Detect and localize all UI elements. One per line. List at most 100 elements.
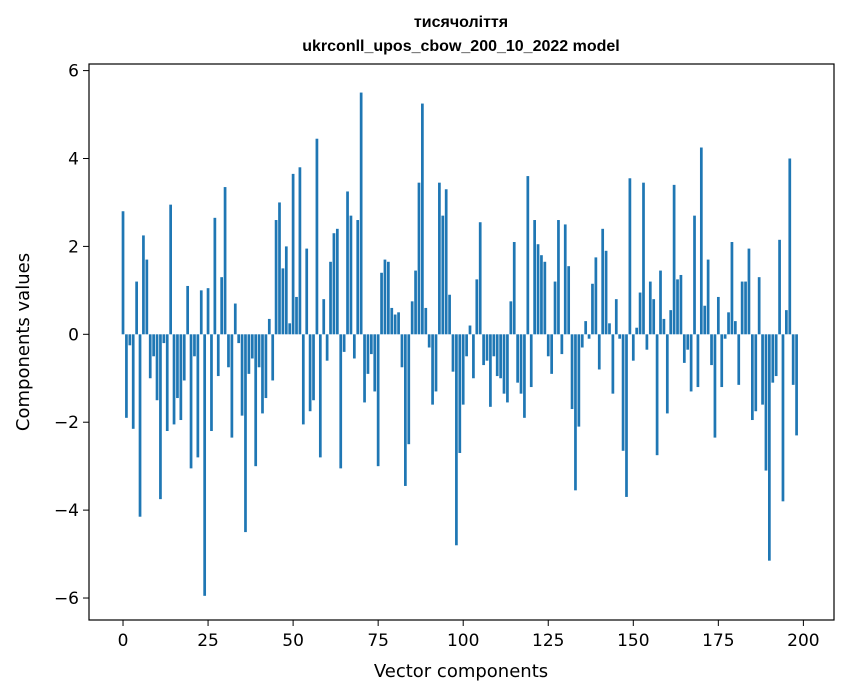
bar — [349, 215, 353, 335]
bar — [131, 334, 135, 429]
bar — [502, 334, 506, 394]
bar — [682, 334, 686, 363]
bar — [516, 334, 519, 383]
bar — [203, 334, 207, 596]
bar — [271, 334, 275, 381]
bar — [648, 281, 652, 335]
bar — [482, 334, 485, 366]
bar — [199, 290, 203, 335]
bar — [407, 334, 411, 445]
bar — [206, 288, 210, 335]
bar — [672, 184, 676, 335]
bar — [584, 321, 588, 335]
bar — [369, 334, 373, 355]
bar — [233, 303, 237, 335]
bar — [281, 268, 285, 335]
bar — [536, 244, 540, 335]
x-tick-label: 175 — [702, 631, 734, 651]
bar — [216, 334, 220, 377]
bar — [390, 307, 394, 335]
bar — [448, 294, 451, 335]
bar — [366, 334, 370, 374]
chart-title-line-2: ukrconll_upos_cbow_200_10_2022 model — [302, 38, 619, 55]
x-tick-label: 125 — [532, 631, 564, 651]
bar — [125, 334, 128, 418]
bar — [148, 334, 152, 379]
bar — [689, 334, 693, 392]
bar — [594, 257, 598, 335]
x-axis-label: Vector components — [374, 661, 548, 682]
bar — [713, 334, 717, 438]
bar — [318, 334, 322, 458]
bar — [291, 173, 295, 335]
bar — [781, 334, 785, 502]
bar — [155, 334, 159, 401]
bar — [278, 202, 281, 335]
bar — [740, 281, 744, 335]
bar — [264, 334, 268, 399]
bar — [274, 220, 278, 335]
x-tick-label: 150 — [617, 631, 649, 651]
bar — [733, 321, 737, 335]
bar — [444, 189, 448, 335]
bar — [247, 334, 251, 374]
bar — [165, 334, 169, 432]
y-tick-label: −6 — [54, 589, 79, 609]
bar — [451, 334, 455, 372]
bar — [250, 334, 254, 359]
bar — [723, 334, 727, 339]
bar — [346, 191, 349, 335]
bar — [284, 246, 288, 335]
bar — [431, 334, 434, 405]
bar — [182, 334, 186, 381]
bar — [240, 334, 244, 416]
x-tick-label: 25 — [197, 631, 219, 651]
bar — [774, 334, 778, 377]
bar — [339, 334, 343, 469]
bar — [128, 334, 132, 346]
bar — [196, 334, 200, 458]
bar — [754, 334, 758, 412]
bar — [526, 176, 530, 335]
y-tick-label: 6 — [68, 62, 79, 82]
bar — [169, 204, 172, 335]
bar — [611, 334, 615, 394]
bar — [652, 299, 656, 335]
bar — [244, 334, 247, 533]
bar — [383, 259, 387, 335]
bar — [342, 334, 346, 352]
bar — [359, 92, 363, 335]
bar — [795, 334, 798, 436]
bar — [597, 334, 601, 370]
bar — [662, 318, 666, 335]
bar — [363, 334, 366, 403]
bar — [162, 334, 166, 344]
bar — [305, 248, 309, 335]
y-tick-label: −4 — [54, 501, 79, 521]
bar — [580, 334, 584, 348]
bar — [468, 325, 472, 335]
bar — [587, 334, 591, 339]
bar — [696, 334, 700, 388]
bar — [716, 296, 720, 335]
bar — [553, 281, 557, 335]
bar — [145, 259, 149, 335]
bar — [295, 296, 298, 335]
y-axis-label: Components values — [13, 253, 34, 431]
bar — [152, 334, 155, 357]
bar — [288, 323, 292, 335]
bar — [301, 334, 305, 425]
bar — [455, 334, 458, 546]
bar — [608, 323, 611, 335]
bar — [679, 274, 683, 335]
bar — [421, 103, 424, 335]
bar — [665, 334, 669, 414]
bar — [720, 334, 724, 388]
bar — [424, 307, 428, 335]
bar — [625, 334, 628, 497]
bar — [686, 334, 690, 350]
bar — [376, 334, 380, 467]
bar — [492, 334, 496, 357]
bar — [659, 270, 662, 335]
y-tick-label: 4 — [68, 149, 79, 169]
